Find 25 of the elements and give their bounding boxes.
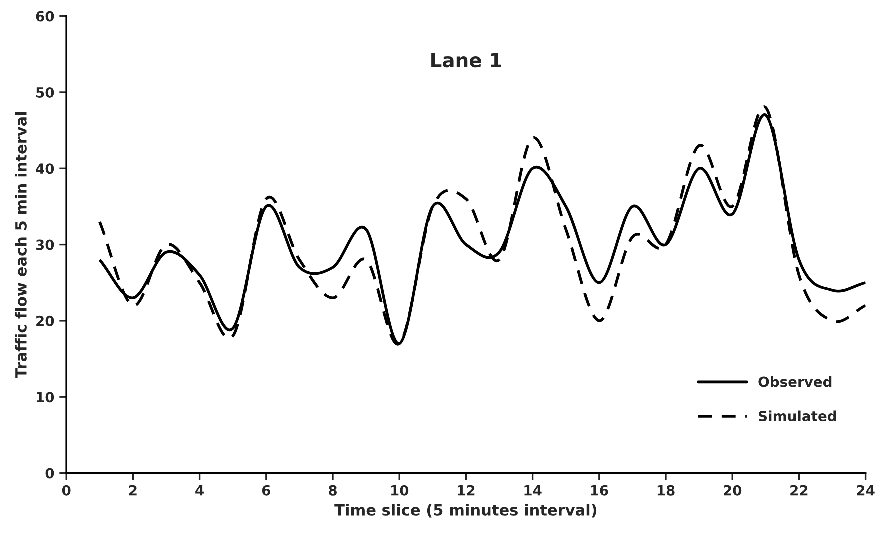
y-tick-label: 40	[36, 164, 54, 174]
x-tick-label: 4	[196, 486, 204, 496]
y-tick-label: 0	[46, 468, 54, 479]
x-axis-title: Time slice (5 minutes interval)	[334, 504, 597, 518]
x-tick-label: 20	[724, 485, 742, 496]
text: Lane 1	[432, 53, 502, 68]
x-tick-label: 24	[857, 485, 875, 496]
x-tick-label: 0	[62, 485, 71, 496]
y-tick-label: 20	[36, 316, 54, 326]
x-tick-label: 12	[458, 485, 475, 496]
x-tick-label: 2	[129, 485, 137, 496]
y-axis-title: Traffic flow each 5 min interval	[15, 112, 27, 378]
y-tick-label: 50	[36, 87, 54, 98]
legend-label: Observed	[758, 376, 832, 388]
y-tick-label: 60	[36, 11, 54, 22]
x-tick-label: 10	[392, 485, 409, 496]
x-tick-label: 6	[262, 485, 270, 496]
y-tick-label: 10	[37, 392, 54, 403]
x-tick-label: 22	[790, 485, 808, 496]
legend-label: Simulated	[759, 410, 836, 422]
x-tick-label: 16	[591, 485, 608, 496]
x-tick-label: 18	[658, 485, 675, 496]
x-tick-label: 14	[524, 486, 542, 496]
y-tick-label: 30	[36, 240, 54, 250]
x-tick-label: 8	[329, 485, 337, 496]
